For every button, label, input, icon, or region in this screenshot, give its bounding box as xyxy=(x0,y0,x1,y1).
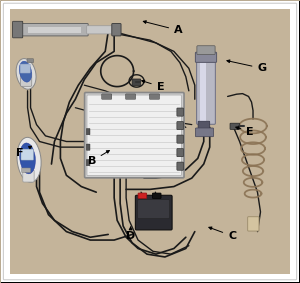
Text: D: D xyxy=(126,227,135,241)
Bar xyxy=(28,27,81,33)
Ellipse shape xyxy=(20,143,35,174)
FancyBboxPatch shape xyxy=(177,135,183,143)
FancyBboxPatch shape xyxy=(21,23,88,36)
FancyBboxPatch shape xyxy=(2,2,298,281)
Text: A: A xyxy=(143,21,183,35)
FancyBboxPatch shape xyxy=(177,149,183,157)
FancyBboxPatch shape xyxy=(152,193,161,198)
FancyBboxPatch shape xyxy=(138,200,170,218)
Ellipse shape xyxy=(17,137,41,182)
Text: G: G xyxy=(227,60,266,73)
FancyBboxPatch shape xyxy=(248,217,259,231)
FancyBboxPatch shape xyxy=(87,95,182,175)
FancyBboxPatch shape xyxy=(196,59,215,124)
FancyBboxPatch shape xyxy=(177,121,183,130)
FancyBboxPatch shape xyxy=(87,26,115,34)
FancyBboxPatch shape xyxy=(198,121,210,131)
FancyBboxPatch shape xyxy=(86,144,90,150)
FancyBboxPatch shape xyxy=(86,128,90,135)
Text: F: F xyxy=(16,146,32,158)
Text: C: C xyxy=(209,227,236,241)
FancyBboxPatch shape xyxy=(195,128,214,137)
FancyBboxPatch shape xyxy=(112,23,121,36)
Text: B: B xyxy=(88,151,110,166)
FancyBboxPatch shape xyxy=(132,79,141,86)
Text: E: E xyxy=(142,80,164,92)
FancyBboxPatch shape xyxy=(85,93,184,178)
Ellipse shape xyxy=(19,61,32,82)
FancyBboxPatch shape xyxy=(13,21,23,38)
FancyBboxPatch shape xyxy=(23,170,34,182)
FancyBboxPatch shape xyxy=(13,22,22,37)
FancyBboxPatch shape xyxy=(20,72,32,86)
FancyBboxPatch shape xyxy=(138,193,147,198)
FancyBboxPatch shape xyxy=(27,59,34,63)
Text: E: E xyxy=(236,127,254,137)
FancyBboxPatch shape xyxy=(125,94,136,99)
FancyBboxPatch shape xyxy=(195,52,217,62)
FancyBboxPatch shape xyxy=(197,46,215,55)
Ellipse shape xyxy=(16,59,36,89)
FancyBboxPatch shape xyxy=(177,108,183,116)
FancyBboxPatch shape xyxy=(149,94,160,99)
FancyBboxPatch shape xyxy=(135,195,172,230)
FancyBboxPatch shape xyxy=(86,160,90,166)
FancyBboxPatch shape xyxy=(102,94,112,99)
FancyBboxPatch shape xyxy=(20,64,30,73)
Bar xyxy=(200,62,206,121)
FancyBboxPatch shape xyxy=(22,168,31,172)
FancyBboxPatch shape xyxy=(177,162,183,170)
FancyBboxPatch shape xyxy=(21,149,34,160)
FancyBboxPatch shape xyxy=(230,123,240,129)
